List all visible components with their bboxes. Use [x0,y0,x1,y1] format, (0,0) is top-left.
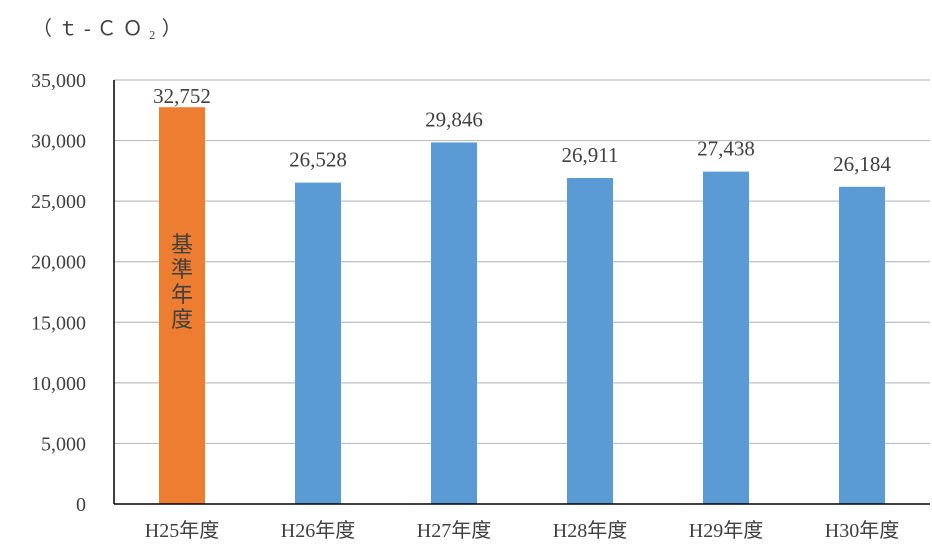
bar-annotation-char: 度 [171,307,193,332]
x-tick-label: H26年度 [281,519,355,542]
y-tick-label: 5,000 [41,433,86,455]
x-tick-label: H27年度 [417,519,491,542]
bar-H29年度 [703,172,749,504]
y-tick-label: 0 [76,494,86,516]
gridlines [114,80,930,443]
y-unit-label: （ｔ‐ＣＯ₂） [32,12,188,41]
y-tick-label: 25,000 [31,191,86,213]
bar-H30年度 [839,187,885,504]
bar-annotation-char: 年 [171,282,193,307]
data-label: 26,184 [833,152,891,176]
data-label: 29,846 [425,107,483,131]
bar-annotation-char: 基 [171,232,193,257]
y-tick-label: 15,000 [31,312,86,334]
y-tick-label: 35,000 [31,70,86,92]
axes [114,80,930,504]
data-label: 26,528 [289,148,347,172]
bar-H26年度 [295,183,341,504]
data-label: 27,438 [697,137,755,161]
x-tick-label: H28年度 [553,519,627,542]
bars [159,107,885,504]
bar-H27年度 [431,142,477,504]
data-label: 26,911 [562,143,619,167]
bar-H28年度 [567,178,613,504]
x-tick-label: H30年度 [825,519,899,542]
y-tick-label: 20,000 [31,252,86,274]
data-label: 32,752 [153,84,211,108]
y-tick-label: 10,000 [31,373,86,395]
x-tick-label: H29年度 [689,519,763,542]
x-tick-label: H25年度 [145,519,219,542]
bar-annotation-char: 準 [171,257,193,282]
y-tick-label: 30,000 [31,131,86,153]
